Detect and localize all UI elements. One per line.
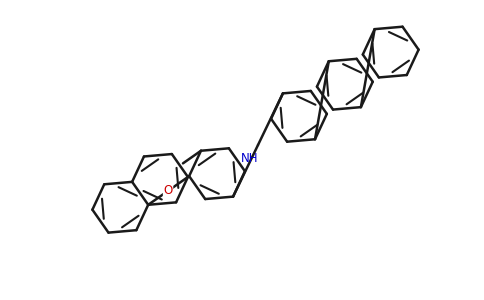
Text: O: O [164, 184, 173, 197]
Text: NH: NH [241, 152, 259, 166]
